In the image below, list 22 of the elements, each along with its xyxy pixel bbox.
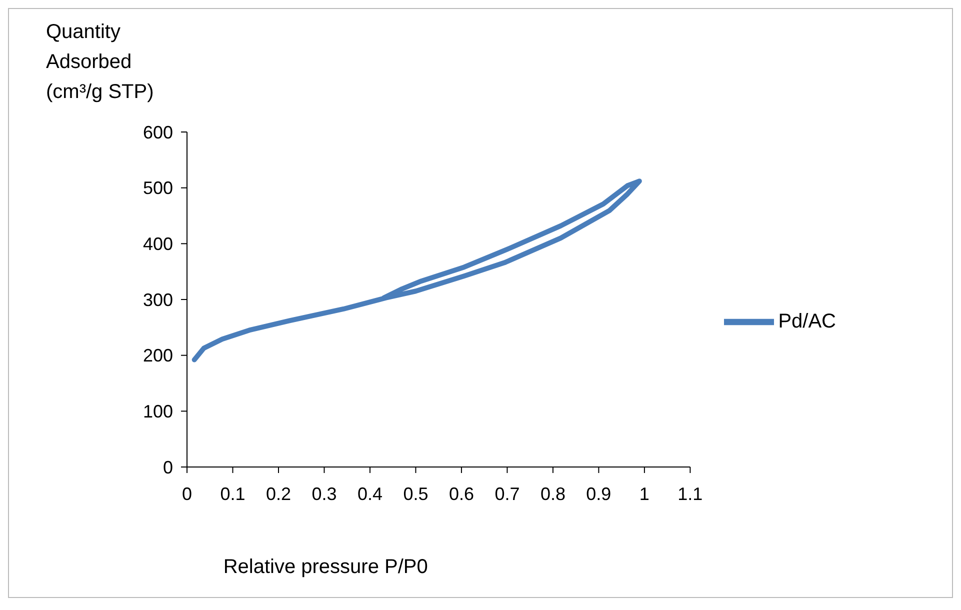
x-tick-label: 0.4 — [357, 484, 382, 504]
x-tick-label: 0.6 — [448, 484, 474, 504]
legend-label: Pd/AC — [778, 310, 836, 332]
y-tick-label: 400 — [142, 234, 173, 254]
y-tick-label: 300 — [142, 290, 173, 310]
x-axis-title: Relative pressure P/P0 — [223, 556, 428, 578]
x-tick-label: 0 — [182, 484, 192, 504]
x-tick-label: 0.7 — [494, 484, 520, 504]
x-tick-label: 0.9 — [586, 484, 612, 504]
y-axis-title: Quantity Adsorbed (cm³/g STP) — [46, 20, 155, 105]
y-tick-label: 500 — [142, 178, 173, 198]
x-tick-label: 0.1 — [220, 484, 246, 504]
x-tick-label: 1.1 — [678, 484, 703, 504]
y-tick-label: 100 — [142, 402, 173, 422]
x-tick-label: 0.5 — [403, 484, 428, 504]
x-tick-label: 0.3 — [312, 484, 337, 504]
y-tick-label: 200 — [142, 346, 173, 366]
x-tick-label: 0.2 — [266, 484, 292, 504]
x-tick-label: 0.8 — [540, 484, 566, 504]
x-tick-label: 1 — [639, 484, 650, 504]
y-tick-label: 0 — [162, 457, 173, 478]
y-tick-label: 600 — [142, 122, 173, 142]
